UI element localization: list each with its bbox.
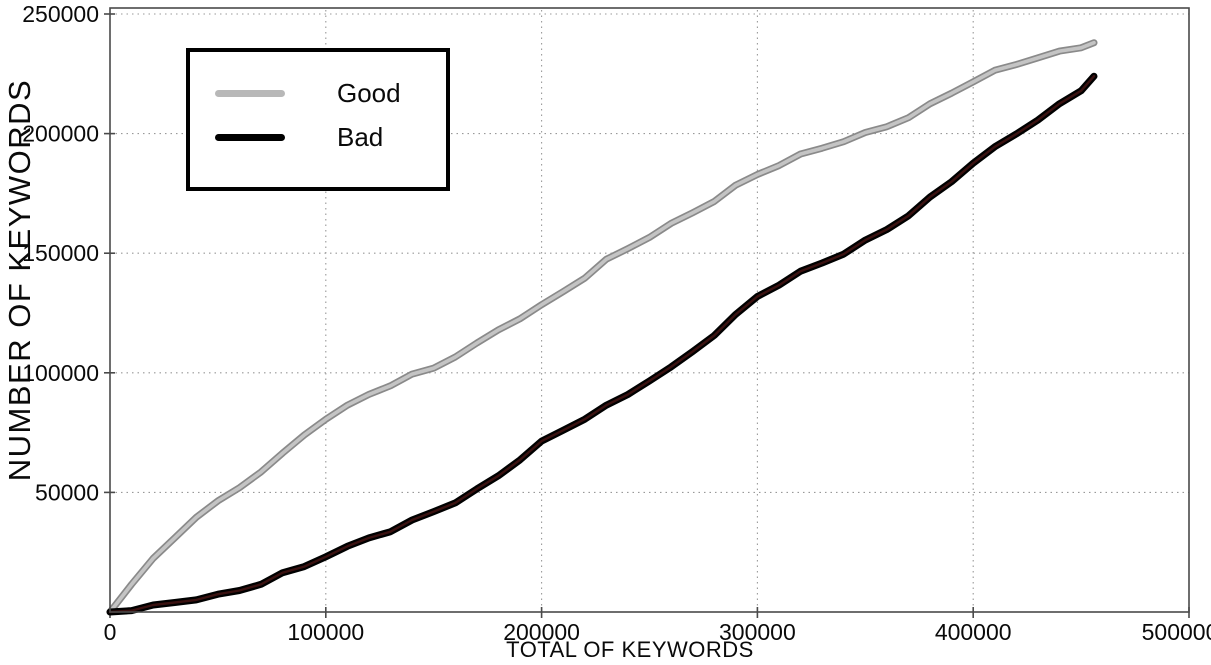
x-tick-label: 300000: [719, 619, 796, 645]
legend: Good Bad: [186, 48, 450, 191]
bad-line-swatch: [215, 133, 285, 141]
x-tick-label: 500000: [1142, 619, 1211, 645]
legend-label-good: Good: [337, 78, 401, 108]
x-axis-title: TOTAL OF KEYWORDS: [506, 637, 754, 662]
good-line-swatch: [215, 89, 285, 97]
gridlines: [110, 10, 1189, 612]
y-tick-label: 100000: [22, 360, 99, 386]
legend-label-bad: Bad: [337, 122, 384, 152]
y-axis-title: NUMBER OF KEYWORDS: [2, 79, 37, 481]
x-tick-label: 400000: [935, 619, 1012, 645]
y-tick-label: 200000: [22, 121, 99, 147]
bad-line: [108, 74, 1096, 614]
x-tick-label: 0: [104, 619, 117, 645]
good-line: [108, 40, 1096, 614]
x-tick-label: 100000: [287, 619, 364, 645]
y-tick-label: 150000: [22, 240, 99, 266]
data-series: [106, 39, 1098, 616]
y-tick-label: 50000: [35, 479, 99, 505]
x-tick-label: 200000: [503, 619, 580, 645]
legend-item-good: Good: [215, 76, 446, 110]
y-tick-label: 250000: [22, 1, 99, 27]
tick-labels: 50000 100000 150000 200000 250000 0 100000 2000…: [22, 1, 1211, 645]
legend-item-bad: Bad: [215, 120, 446, 154]
plot-border: [109, 7, 1190, 613]
